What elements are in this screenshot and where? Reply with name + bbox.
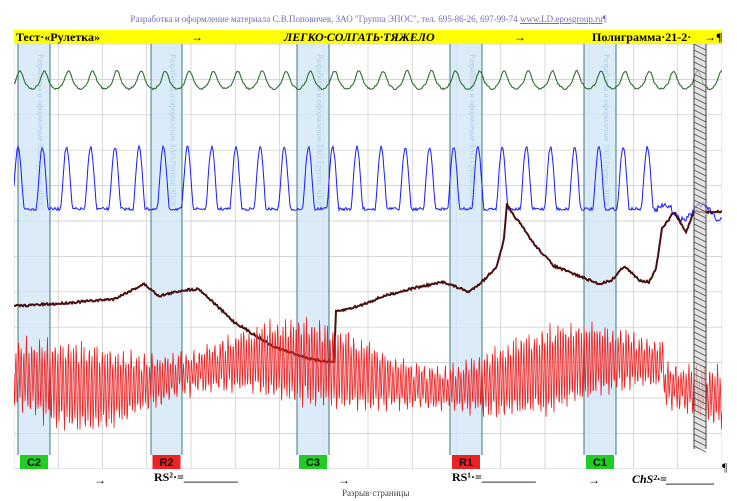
footer-arrow-3: → bbox=[588, 473, 600, 487]
stimulus-label: C2 bbox=[27, 457, 41, 469]
stimulus-bands: Разработка и оформление ЗАО Группа ЭПОС Р… bbox=[17, 44, 617, 455]
recording-end-marker bbox=[693, 44, 707, 453]
test-name: Тест·«Рулетка» bbox=[16, 30, 100, 44]
band-watermark: Разработка и оформление ЗАО Группа ЭПОС bbox=[468, 54, 477, 209]
band-watermark: Разработка и оформление ЗАО Группа ЭПОС bbox=[315, 54, 324, 209]
credit-line: Разработка и оформление материала С.В.По… bbox=[0, 14, 737, 24]
gsr-trace bbox=[14, 203, 722, 364]
cardio-trace bbox=[14, 316, 722, 431]
stimulus-label-box bbox=[152, 455, 181, 469]
respiration-lower-trace bbox=[14, 144, 722, 225]
credit-link[interactable]: www.LD.eposgroup.ru bbox=[519, 14, 603, 24]
band-watermark: Разработка и оформление ЗАО Группа ЭПОС bbox=[169, 54, 178, 209]
header-arrow-1: → bbox=[191, 30, 203, 44]
stimulus-label: R1 bbox=[459, 457, 473, 469]
stimulus-band bbox=[584, 44, 616, 455]
stimulus-label: C1 bbox=[593, 457, 607, 469]
stimulus-label: R2 bbox=[159, 457, 173, 469]
respiration-upper-trace bbox=[14, 69, 722, 91]
band-watermark: Разработка и оформление ЗАО Группа ЭПОС bbox=[602, 54, 611, 209]
stimulus-label-box bbox=[586, 455, 614, 469]
credit-text: Разработка и оформление материала С.В.По… bbox=[130, 14, 518, 24]
rs2-field: RS²·=_________ bbox=[154, 470, 238, 484]
stimulus-label-box bbox=[452, 455, 480, 469]
polygram-number: Полиграмма·21-2· bbox=[592, 30, 692, 44]
stimulus-label-box bbox=[299, 455, 327, 469]
footer-row: → RS²·=_________ → RS¹·=_________ → ChS²… bbox=[0, 460, 737, 501]
footer-arrow-1: → bbox=[94, 473, 106, 487]
header-arrow-2: → bbox=[514, 30, 526, 44]
rs1-field: RS¹·=_________ bbox=[452, 470, 536, 484]
polygram-chart: Разработка и оформление ЗАО Группа ЭПОС Р… bbox=[14, 44, 722, 469]
band-watermark: Разработка и оформление ЗАО Группа ЭПОС bbox=[36, 54, 45, 209]
stimulus-label-box bbox=[20, 455, 48, 469]
stimulus-labels: C2 R2 C3 R1 C1 bbox=[20, 455, 614, 469]
footer-arrow-2: → bbox=[338, 473, 350, 487]
chs-field: ChS²·=________ bbox=[632, 472, 715, 486]
header-tail: →¶ bbox=[704, 30, 723, 44]
credit-pilcrow: ¶ bbox=[602, 14, 607, 24]
page-break-text: Разрыв·страницы bbox=[342, 488, 410, 498]
footer-pilcrow: ¶ bbox=[722, 460, 728, 474]
test-header-bar: Тест·«Рулетка» → ЛЕГКО·СОЛГАТЬ·ТЯЖЕЛО → … bbox=[14, 30, 722, 44]
test-title: ЛЕГКО·СОЛГАТЬ·ТЯЖЕЛО bbox=[284, 30, 435, 44]
stimulus-label: C3 bbox=[306, 457, 320, 469]
